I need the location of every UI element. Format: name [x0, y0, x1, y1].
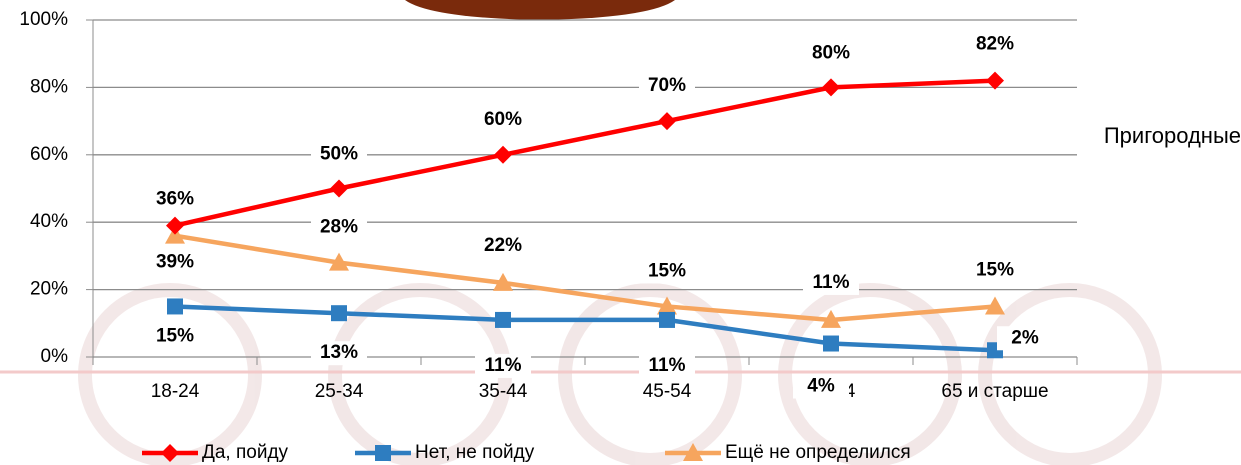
- data-label: 28%: [320, 217, 358, 238]
- y-tick-label: 60%: [30, 144, 68, 165]
- legend-label: Нет, не пойду: [415, 442, 535, 463]
- marker: [331, 305, 347, 321]
- chart: Пригородные 0% 20% 40% 60% 80% 100% 18-24 25-34…: [0, 0, 1241, 465]
- data-label: 15%: [976, 259, 1014, 280]
- x-tick-label: 35-44: [479, 381, 528, 402]
- legend-marker: [375, 445, 391, 461]
- series-line: [175, 81, 995, 226]
- data-label: 2%: [1011, 327, 1039, 348]
- x-tick-label: 65 и старше: [941, 381, 1048, 402]
- data-label: 11%: [485, 355, 522, 376]
- data-label: 50%: [320, 144, 358, 165]
- marker: [166, 217, 184, 235]
- marker: [167, 298, 183, 314]
- data-label: 80%: [812, 42, 850, 63]
- y-tick-label: 0%: [41, 346, 69, 367]
- marker: [495, 312, 511, 328]
- marker: [658, 112, 676, 130]
- x-tick-label: 45-54: [643, 381, 692, 402]
- data-label: 4%: [807, 376, 835, 397]
- data-label: 36%: [156, 189, 194, 210]
- data-label: 22%: [484, 235, 522, 256]
- data-label: 11%: [649, 355, 686, 376]
- x-tick-label: 18-24: [151, 381, 200, 402]
- marker: [659, 312, 675, 328]
- x-tick-label: 25-34: [315, 381, 364, 402]
- series-line: [175, 236, 995, 320]
- data-label: 11%: [813, 272, 850, 293]
- y-tick-label: 80%: [30, 76, 68, 97]
- data-label: 13%: [320, 342, 358, 363]
- data-label: 15%: [648, 260, 686, 281]
- data-label: 39%: [156, 252, 194, 273]
- data-label: 15%: [156, 325, 194, 346]
- legend-item: Нет, не пойду: [355, 442, 535, 463]
- marker: [822, 78, 840, 96]
- data-label: 82%: [976, 34, 1014, 55]
- marker: [823, 336, 839, 352]
- legend-label: Ещё не определился: [725, 442, 911, 463]
- data-label: 60%: [484, 109, 522, 130]
- marker: [330, 180, 348, 198]
- y-tick-label: 40%: [30, 211, 68, 232]
- data-label: 70%: [648, 75, 686, 96]
- y-tick-label: 20%: [30, 279, 68, 300]
- legend-label: Да, пойду: [202, 442, 289, 463]
- decor-shape: [405, 0, 675, 20]
- annotation: Пригородные: [1104, 123, 1241, 148]
- watermark: [85, 290, 1155, 460]
- marker: [494, 146, 512, 164]
- y-tick-label: 100%: [19, 9, 68, 30]
